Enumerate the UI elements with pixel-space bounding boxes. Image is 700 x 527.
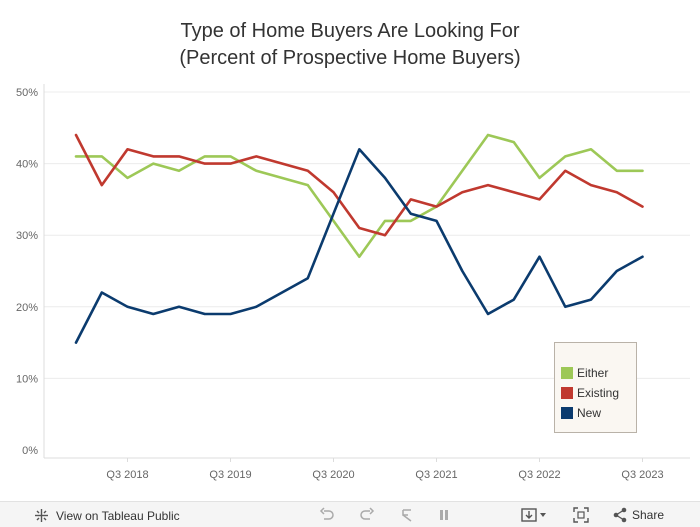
redo-icon[interactable] xyxy=(358,506,376,524)
y-tick-label: 30% xyxy=(16,230,38,242)
chart-title: Type of Home Buyers Are Looking For (Per… xyxy=(0,18,700,72)
x-tick-label: Q3 2020 xyxy=(312,469,354,481)
x-tick-label: Q3 2021 xyxy=(415,469,457,481)
series-line-existing xyxy=(74,133,644,237)
legend-label-new: New xyxy=(577,406,602,420)
download-icon[interactable] xyxy=(520,506,546,524)
legend-label-existing: Existing xyxy=(577,386,620,400)
view-on-tableau-public-link[interactable]: View on Tableau Public xyxy=(34,508,180,523)
chart-title-line2: (Percent of Prospective Home Buyers) xyxy=(179,47,521,69)
legend-label-either: Either xyxy=(577,366,609,380)
x-tick-label: Q3 2019 xyxy=(209,469,251,481)
share-icon[interactable] xyxy=(611,506,629,524)
series-line-either xyxy=(74,133,644,259)
line-chart: 0% 10% 20% 30% 40% 50% Q3 2018 Q3 2019 Q3 2020 Q3… xyxy=(16,84,690,481)
legend: Either Existing New xyxy=(554,342,637,433)
y-tick-label: 10% xyxy=(16,373,38,385)
undo-icon[interactable] xyxy=(318,506,336,524)
legend-swatch-new xyxy=(561,407,573,419)
series-line-new xyxy=(74,148,644,344)
legend-swatch-either xyxy=(561,367,573,379)
tableau-logo-icon xyxy=(35,509,48,522)
y-tick-label: 50% xyxy=(16,87,38,99)
fullscreen-icon[interactable] xyxy=(572,506,590,524)
share-button-label[interactable]: Share xyxy=(632,508,665,522)
y-tick-label: 20% xyxy=(16,302,38,314)
x-tick-label: Q3 2018 xyxy=(106,469,148,481)
revert-icon[interactable] xyxy=(398,506,416,524)
view-on-tableau-public-label: View on Tableau Public xyxy=(56,508,180,523)
tableau-toolbar: View on Tableau Public Share xyxy=(0,501,700,527)
pause-icon[interactable] xyxy=(435,506,453,524)
y-tick-label: 40% xyxy=(16,159,38,171)
chart-title-line1: Type of Home Buyers Are Looking For xyxy=(180,20,520,42)
legend-swatch-existing xyxy=(561,387,573,399)
y-tick-label: 0% xyxy=(22,445,38,457)
x-tick-label: Q3 2023 xyxy=(621,469,663,481)
x-tick-label: Q3 2022 xyxy=(518,469,560,481)
